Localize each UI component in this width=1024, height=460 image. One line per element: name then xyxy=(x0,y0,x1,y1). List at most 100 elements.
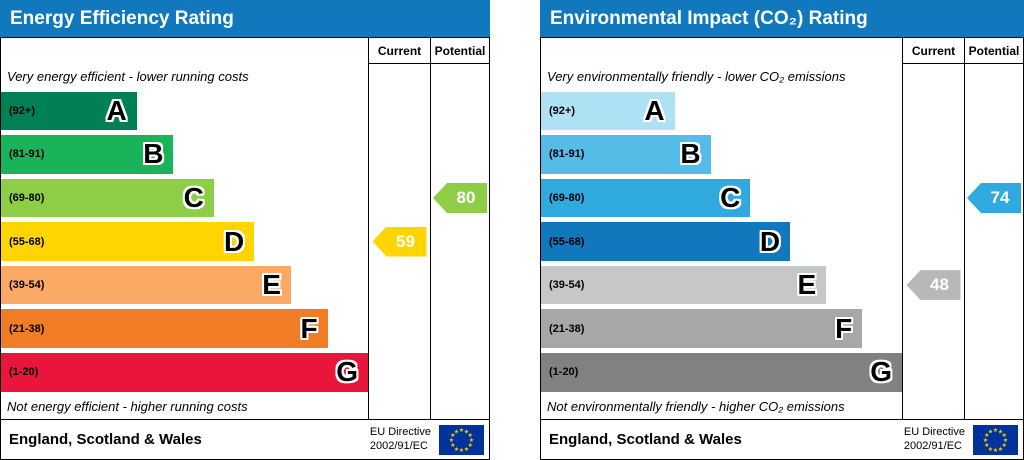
band-bar-d: (55-68) D xyxy=(541,222,791,261)
potential-slot-f xyxy=(431,307,489,351)
band-range-label: (92+) xyxy=(9,104,35,117)
potential-slot-d xyxy=(965,220,1023,264)
band-letter: D xyxy=(759,225,781,257)
band-letter: E xyxy=(797,269,817,301)
band-bar-e: (39-54) E xyxy=(1,265,291,305)
band-letter: F xyxy=(300,312,318,344)
potential-slot-g xyxy=(431,350,489,394)
svg-text:★: ★ xyxy=(467,432,472,439)
band-range-label: (39-54) xyxy=(9,279,45,292)
band-bar-g: (1-20) G xyxy=(1,352,368,392)
table-footer: England, Scotland & Wales EU Directive 2… xyxy=(541,419,1023,459)
top-caption: Very energy efficient - lower running co… xyxy=(7,69,249,84)
band-row-d: (55-68) D xyxy=(1,220,368,264)
band-row-a: (92+) A xyxy=(1,89,368,133)
energy-efficiency-panel: Energy Efficiency Rating Current Potenti… xyxy=(0,0,490,460)
band-range-label: (39-54) xyxy=(549,279,585,292)
svg-text:★: ★ xyxy=(988,428,993,435)
band-letter: G xyxy=(336,356,358,388)
environmental-rating-table: Current Potential Very environmentally f… xyxy=(540,37,1024,460)
svg-text:★: ★ xyxy=(467,442,472,449)
svg-text:★: ★ xyxy=(984,442,989,449)
rating-body: Very environmentally friendly - lower CO… xyxy=(541,64,1023,419)
svg-text:★: ★ xyxy=(983,437,988,444)
header-spacer xyxy=(541,38,902,64)
band-range-label: (55-68) xyxy=(9,235,45,248)
current-slot-b xyxy=(369,133,430,177)
band-row-c: (69-80) C xyxy=(541,176,902,220)
eu-directive-line-1: EU Directive xyxy=(369,425,431,438)
band-range-label: (21-38) xyxy=(9,322,45,335)
current-slot-e xyxy=(369,263,430,307)
band-bar-b: (81-91) B xyxy=(541,135,711,174)
current-slot-d: 59 xyxy=(369,220,430,264)
potential-column-header: Potential xyxy=(964,38,1023,64)
band-row-d: (55-68) D xyxy=(541,220,902,264)
energy-rating-table: Current Potential Very energy efficient … xyxy=(0,37,490,460)
current-column: 48 xyxy=(902,64,964,419)
band-row-f: (21-38) F xyxy=(1,307,368,351)
band-letter: D xyxy=(223,225,245,257)
band-bar-b: (81-91) B xyxy=(1,135,174,174)
eu-directive-line-2: 2002/91/EC xyxy=(369,439,428,452)
band-bar-a: (92+) A xyxy=(541,91,675,131)
band-row-g: (1-20) G xyxy=(541,350,902,394)
current-column-header: Current xyxy=(368,38,430,64)
potential-column: 74 xyxy=(964,64,1023,419)
band-letter: A xyxy=(106,94,127,126)
potential-rating-arrow: 80 xyxy=(433,182,487,213)
band-row-b: (81-91) B xyxy=(1,133,368,177)
rating-bands: (92+) A (81-91) B (69-80) C (55-68) D (39-54) E (2… xyxy=(1,89,368,394)
environmental-impact-panel: Environmental Impact (CO₂) Rating Curren… xyxy=(540,0,1024,460)
band-letter: E xyxy=(262,269,281,301)
band-row-a: (92+) A xyxy=(541,89,902,133)
current-slot-c xyxy=(903,176,964,220)
potential-column-header: Potential xyxy=(430,38,489,64)
svg-text:★: ★ xyxy=(469,437,474,444)
potential-slot-e xyxy=(431,263,489,307)
band-letter: B xyxy=(143,138,164,170)
band-bar-f: (21-38) F xyxy=(541,309,863,348)
potential-rating-arrow: 74 xyxy=(967,182,1021,213)
potential-slot-a xyxy=(431,89,489,133)
potential-slot-b xyxy=(431,133,489,177)
band-range-label: (1-20) xyxy=(9,366,39,379)
current-column-header: Current xyxy=(902,38,964,64)
svg-text:★: ★ xyxy=(464,428,469,435)
bands-column: Very environmentally friendly - lower CO… xyxy=(541,64,902,419)
band-letter: C xyxy=(720,181,741,213)
band-range-label: (81-91) xyxy=(549,148,585,161)
band-bar-a: (92+) A xyxy=(1,91,137,131)
band-bar-e: (39-54) E xyxy=(541,265,827,305)
band-range-label: (1-20) xyxy=(549,366,579,379)
column-header-row: Current Potential xyxy=(1,38,489,64)
current-rating-arrow: 59 xyxy=(372,226,427,257)
svg-text:★: ★ xyxy=(998,428,1003,435)
column-header-row: Current Potential xyxy=(541,38,1023,64)
eu-directive-label: EU Directive 2002/91/EC xyxy=(370,426,431,454)
potential-slot-d xyxy=(431,220,489,264)
svg-text:★: ★ xyxy=(993,447,998,454)
svg-text:★: ★ xyxy=(454,445,459,452)
band-letter: C xyxy=(183,181,204,213)
current-slot-a xyxy=(903,89,964,133)
eu-directive-line-1: EU Directive xyxy=(903,425,965,438)
band-row-e: (39-54) E xyxy=(1,263,368,307)
current-column: 59 xyxy=(368,64,430,419)
region-label: England, Scotland & Wales xyxy=(549,431,742,448)
svg-text:★: ★ xyxy=(454,428,459,435)
band-range-label: (81-91) xyxy=(9,148,45,161)
svg-text:★: ★ xyxy=(450,442,455,449)
band-bar-c: (69-80) C xyxy=(1,178,214,218)
svg-text:★: ★ xyxy=(459,427,464,434)
band-row-f: (21-38) F xyxy=(541,307,902,351)
energy-panel-title: Energy Efficiency Rating xyxy=(0,0,490,37)
svg-text:★: ★ xyxy=(998,445,1003,452)
band-row-g: (1-20) G xyxy=(1,350,368,394)
band-row-c: (69-80) C xyxy=(1,176,368,220)
eu-directive-label: EU Directive 2002/91/EC xyxy=(904,426,965,454)
band-range-label: (21-38) xyxy=(549,322,585,335)
eu-flag-icon: ★ ★★★★★★★★★★★ xyxy=(439,424,484,455)
band-letter: B xyxy=(680,138,701,170)
